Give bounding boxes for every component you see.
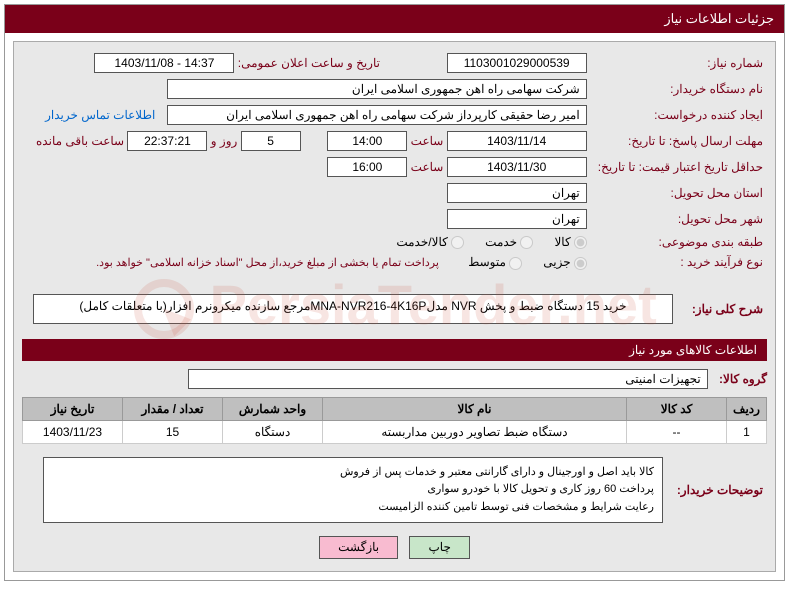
buyer-note-line-3: رعایت شرایط و مشخصات فنی توسط تامین کنند… [52, 499, 654, 517]
th-unit: واحد شمارش [223, 397, 323, 420]
category-label: طبقه بندی موضوعی: [591, 232, 767, 252]
contact-buyer-link[interactable]: اطلاعات تماس خریدار [45, 108, 155, 122]
cell-unit: دستگاه [223, 420, 323, 443]
city-value: تهران [447, 209, 587, 229]
proc-partial-option[interactable]: جزیی [543, 255, 586, 269]
buyer-label: نام دستگاه خریدار: [591, 76, 767, 102]
cell-row: 1 [727, 420, 767, 443]
goods-section-title: اطلاعات کالاهای مورد نیاز [22, 339, 767, 361]
proc-medium-option[interactable]: متوسط [468, 255, 522, 269]
th-name: نام کالا [323, 397, 627, 420]
proc-partial-radio[interactable] [574, 257, 587, 270]
buyer-note-line-2: پرداخت 60 روز کاری و تحویل کالا با خودرو… [52, 481, 654, 499]
process-label: نوع فرآیند خرید : [591, 252, 767, 272]
proc-medium-radio[interactable] [509, 257, 522, 270]
time-label-1: ساعت [411, 134, 444, 148]
requester-label: ایجاد کننده درخواست: [591, 102, 767, 128]
buyer-note-line-1: کالا باید اصل و اورجینال و دارای گارانتی… [52, 464, 654, 482]
outer-container: جزئیات اطلاعات نیاز PersiaTender.net شما… [4, 4, 785, 581]
th-row: ردیف [727, 397, 767, 420]
cat-goods-option[interactable]: کالا [554, 235, 586, 249]
province-value: تهران [447, 183, 587, 203]
deadline-time: 14:00 [327, 131, 407, 151]
city-label: شهر محل تحویل: [591, 206, 767, 232]
desc-label: شرح کلی نیاز: [677, 287, 767, 331]
group-value: تجهیزات امنیتی [188, 369, 708, 389]
table-row: 1 -- دستگاه ضبط تصاویر دوربین مداربسته د… [23, 420, 767, 443]
back-button[interactable]: بازگشت [319, 536, 398, 559]
cat-service-radio[interactable] [520, 236, 533, 249]
deadline-label: مهلت ارسال پاسخ: تا تاریخ: [591, 128, 767, 154]
goods-table: ردیف کد کالا نام کالا واحد شمارش تعداد /… [22, 397, 767, 444]
remain-label: ساعت باقی مانده [36, 134, 124, 148]
process-note: پرداخت تمام یا بخشی از مبلغ خرید،از محل … [96, 257, 439, 269]
form-table: شماره نیاز: 1103001029000539 تاریخ و ساع… [22, 50, 767, 273]
validity-label: حداقل تاریخ اعتبار قیمت: تا تاریخ: [591, 154, 767, 180]
cell-date: 1403/11/23 [23, 420, 123, 443]
th-qty: تعداد / مقدار [123, 397, 223, 420]
cell-name: دستگاه ضبط تصاویر دوربین مداربسته [323, 420, 627, 443]
time-label-2: ساعت [411, 160, 444, 174]
province-label: استان محل تحویل: [591, 180, 767, 206]
need-description: خرید 15 دستگاه ضبط و پخش NVR مدلMNA-NVR2… [33, 294, 673, 324]
print-button[interactable]: چاپ [409, 536, 469, 559]
need-no-label: شماره نیاز: [591, 50, 767, 76]
validity-time: 16:00 [327, 157, 407, 177]
page-title: جزئیات اطلاعات نیاز [664, 11, 774, 26]
cat-goods-radio[interactable] [574, 236, 587, 249]
group-label: گروه کالا: [719, 372, 767, 386]
requester-value: امیر رضا حقیقی کارپرداز شرکت سهامی راه ا… [167, 105, 587, 125]
cat-service-option[interactable]: خدمت [485, 235, 533, 249]
content-panel: PersiaTender.net شماره نیاز: 11030010290… [13, 41, 776, 572]
buyer-notes-label: توضیحات خریدار: [667, 454, 767, 527]
countdown-time: 22:37:21 [127, 131, 207, 151]
cell-qty: 15 [123, 420, 223, 443]
cat-both-option[interactable]: کالا/خدمت [396, 235, 463, 249]
cat-both-radio[interactable] [451, 236, 464, 249]
validity-date: 1403/11/30 [447, 157, 587, 177]
deadline-date: 1403/11/14 [447, 131, 587, 151]
announce-label: تاریخ و ساعت اعلان عمومی: [238, 56, 380, 70]
days-remaining: 5 [241, 131, 301, 151]
th-date: تاریخ نیاز [23, 397, 123, 420]
th-code: کد کالا [627, 397, 727, 420]
button-row: چاپ بازگشت [22, 526, 767, 563]
days-label: روز و [211, 134, 238, 148]
cell-code: -- [627, 420, 727, 443]
announce-value: 1403/11/08 - 14:37 [94, 53, 234, 73]
need-no-value: 1103001029000539 [447, 53, 587, 73]
buyer-notes-box: کالا باید اصل و اورجینال و دارای گارانتی… [43, 457, 663, 524]
buyer-value: شرکت سهامی راه اهن جمهوری اسلامی ایران [167, 79, 587, 99]
page-title-bar: جزئیات اطلاعات نیاز [5, 5, 784, 33]
